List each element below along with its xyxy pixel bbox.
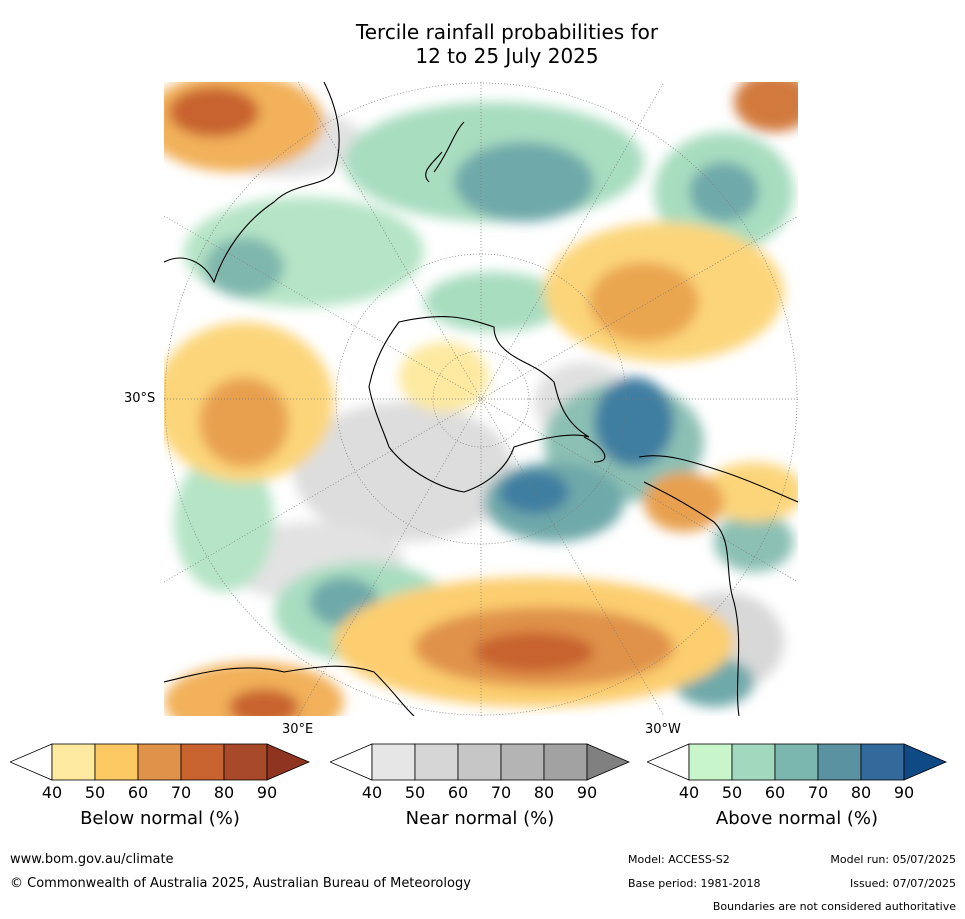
probability-field <box>164 82 798 716</box>
longitude-label-30w: 30°W <box>645 722 681 737</box>
footer-model: Model: ACCESS-S2 <box>628 853 730 866</box>
colorbar-tick-label: 70 <box>490 783 512 802</box>
colorbar-segment <box>180 743 225 781</box>
colorbar-extend-low <box>330 743 373 781</box>
colorbar-extend-high <box>266 743 310 781</box>
colorbar-above-normal <box>647 743 947 781</box>
graticule <box>164 82 798 716</box>
colorbar-svg <box>647 743 947 781</box>
title-line-1: Tercile rainfall probabilities for <box>355 20 659 44</box>
colorbar-segment <box>137 743 182 781</box>
colorbar-segment <box>223 743 268 781</box>
colorbar-tick-label: 40 <box>361 783 383 802</box>
footer-copyright: © Commonwealth of Australia 2025, Austra… <box>10 876 471 891</box>
australia-coast <box>164 82 340 284</box>
colorbar-segment <box>860 743 905 781</box>
colorbar-segment <box>774 743 819 781</box>
colorbar-tick-label: 70 <box>170 783 192 802</box>
antarctic-peninsula <box>583 436 606 463</box>
colorbar-tick-label: 50 <box>404 783 426 802</box>
colorbar-svg <box>10 743 310 781</box>
colorbar-segment <box>500 743 545 781</box>
colorbar-extend-low <box>647 743 690 781</box>
colorbar-below-normal <box>10 743 310 781</box>
colorbar-extend-high <box>586 743 630 781</box>
south-america-coast <box>638 455 798 716</box>
footer-url: www.bom.gov.au/climate <box>10 852 174 867</box>
colorbar-tick-label: 40 <box>41 783 63 802</box>
colorbar-near-normal <box>330 743 630 781</box>
colorbar-segment <box>543 743 588 781</box>
colorbar-tick-label: 60 <box>127 783 149 802</box>
colorbar-tick-label: 90 <box>893 783 915 802</box>
colorbar-tick-label: 40 <box>678 783 700 802</box>
colorbar-segment <box>731 743 776 781</box>
colorbar-title-below: Below normal (%) <box>80 808 240 829</box>
latitude-label-30s: 30°S <box>124 391 156 406</box>
map-title: Tercile rainfall probabilities for 12 to… <box>0 20 965 68</box>
colorbar-title-above: Above normal (%) <box>715 808 879 829</box>
colorbar-segment <box>371 743 416 781</box>
colorbar-tick-label: 80 <box>533 783 555 802</box>
footer-base-period: Base period: 1981-2018 <box>628 877 761 890</box>
footer-model-run: Model run: 05/07/2025 <box>830 853 956 866</box>
colorbar-segment <box>51 743 96 781</box>
map-canvas <box>164 82 798 716</box>
africa-coast <box>164 665 415 716</box>
coastlines <box>164 82 798 716</box>
colorbar-tick-label: 60 <box>764 783 786 802</box>
longitude-label-30e: 30°E <box>282 722 314 737</box>
colorbar-segment <box>457 743 502 781</box>
colorbar-segment <box>414 743 459 781</box>
antarctica-outline <box>368 316 590 493</box>
colorbar-tick-label: 90 <box>256 783 278 802</box>
colorbar-tick-label: 80 <box>850 783 872 802</box>
colorbar-tick-label: 50 <box>721 783 743 802</box>
colorbar-svg <box>330 743 630 781</box>
title-line-2: 12 to 25 July 2025 <box>415 44 599 68</box>
footer-issued: Issued: 07/07/2025 <box>849 877 956 890</box>
colorbar-segment <box>688 743 733 781</box>
colorbar-segment <box>817 743 862 781</box>
colorbar-tick-label: 90 <box>576 783 598 802</box>
polar-map <box>164 82 798 716</box>
colorbar-tick-label: 60 <box>447 783 469 802</box>
colorbar-extend-low <box>10 743 53 781</box>
colorbar-extend-high <box>903 743 947 781</box>
colorbar-tick-label: 50 <box>84 783 106 802</box>
new-zealand-coast <box>425 121 465 183</box>
colorbar-tick-label: 80 <box>213 783 235 802</box>
footer-disclaimer: Boundaries are not considered authoritat… <box>712 900 956 913</box>
colorbar-segment <box>94 743 139 781</box>
colorbar-title-near: Near normal (%) <box>405 808 555 829</box>
colorbar-tick-label: 70 <box>807 783 829 802</box>
